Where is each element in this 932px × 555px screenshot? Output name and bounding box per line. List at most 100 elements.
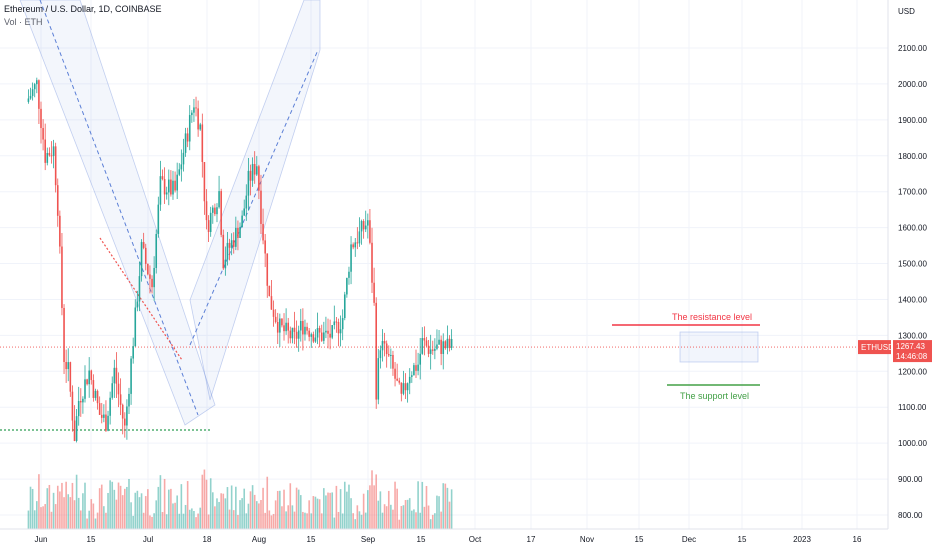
volume-bar — [165, 514, 168, 529]
candle — [163, 167, 166, 204]
volume-bar — [387, 490, 390, 529]
volume-bar — [226, 487, 229, 529]
candle — [235, 216, 237, 251]
volume-bar — [42, 506, 44, 529]
candle-body — [354, 242, 357, 248]
candle — [33, 82, 36, 98]
candle-body — [316, 328, 319, 338]
volume-bar — [128, 478, 130, 529]
volume-bar — [279, 490, 281, 529]
candle — [444, 340, 447, 350]
volume-bar — [201, 474, 204, 529]
candle — [96, 389, 99, 410]
symbol-header: Ethereum / U.S. Dollar, 1D, COINBASE — [4, 4, 162, 14]
candle-body — [446, 338, 449, 349]
candle — [423, 326, 426, 356]
candle-body — [264, 240, 266, 254]
candle-body — [94, 390, 97, 398]
candle — [46, 147, 49, 166]
volume-bar — [100, 484, 103, 529]
volume-bar — [59, 491, 61, 529]
candle-body — [400, 382, 403, 394]
candle — [59, 210, 61, 254]
candle — [329, 319, 331, 350]
candle-body — [429, 349, 432, 354]
volume-bar — [316, 498, 319, 529]
candle — [394, 362, 396, 387]
volume-bar — [421, 481, 424, 529]
time-tick-label: 16 — [853, 535, 862, 544]
candle-body — [434, 348, 436, 351]
candle-body — [109, 397, 111, 416]
candle — [113, 359, 116, 398]
candle-body — [163, 179, 166, 195]
price-tick-label: 1200.00 — [898, 367, 927, 376]
candle-body — [197, 108, 199, 130]
candle — [153, 256, 155, 301]
volume-bar — [130, 502, 132, 529]
candle-body — [59, 215, 61, 247]
candle — [237, 220, 239, 251]
candle — [209, 206, 212, 237]
candle-body — [438, 339, 440, 345]
price-badge-countdown: 14:46:08 — [896, 352, 928, 361]
volume-bar — [44, 504, 46, 529]
volume-bar — [302, 511, 304, 529]
candle-body — [155, 234, 158, 268]
candle-body — [124, 418, 126, 426]
candle-body — [379, 350, 382, 359]
candle — [245, 184, 248, 221]
candle — [402, 370, 405, 396]
candle-body — [425, 340, 428, 346]
candle — [111, 376, 114, 400]
candle — [178, 163, 181, 177]
candle-body — [266, 253, 269, 286]
candle — [214, 203, 216, 217]
volume-bar — [176, 495, 178, 529]
volume-bar — [293, 511, 296, 529]
candle — [92, 374, 95, 402]
volume-bar — [98, 488, 101, 529]
candle — [253, 151, 256, 184]
volume-bar — [245, 513, 248, 529]
candle — [377, 348, 380, 405]
candle-body — [245, 195, 248, 209]
candle-body — [249, 170, 252, 181]
candle — [207, 215, 210, 242]
candle-body — [31, 89, 34, 96]
time-tick-label: Nov — [580, 535, 594, 544]
candle — [264, 233, 266, 268]
candle — [247, 157, 250, 211]
candle — [80, 388, 82, 417]
candle-body — [390, 354, 392, 356]
volume-bar — [402, 505, 405, 529]
volume-bar — [450, 489, 453, 529]
volume-bar — [136, 490, 139, 529]
volume-bar — [417, 481, 419, 529]
volume-bar — [142, 512, 145, 529]
candle — [413, 362, 415, 376]
candle — [450, 329, 453, 351]
volume-bar — [438, 496, 440, 529]
volume-bar — [411, 510, 413, 529]
price-tick-label: 1100.00 — [898, 403, 927, 412]
candle-body — [92, 380, 95, 398]
candle — [220, 188, 222, 238]
candle — [142, 232, 145, 250]
candle-body — [306, 326, 308, 331]
time-tick-label: 15 — [307, 535, 316, 544]
candle-body — [346, 277, 348, 295]
candle-body — [253, 164, 256, 175]
candle-body — [203, 162, 206, 202]
time-tick-label: 15 — [738, 535, 747, 544]
candle-body — [172, 180, 174, 195]
candle-body — [279, 318, 281, 333]
candle — [149, 265, 151, 294]
candle — [295, 320, 298, 348]
candle-body — [90, 370, 93, 381]
candle — [408, 368, 411, 395]
volume-bar — [310, 513, 313, 529]
candle-body — [413, 365, 415, 376]
